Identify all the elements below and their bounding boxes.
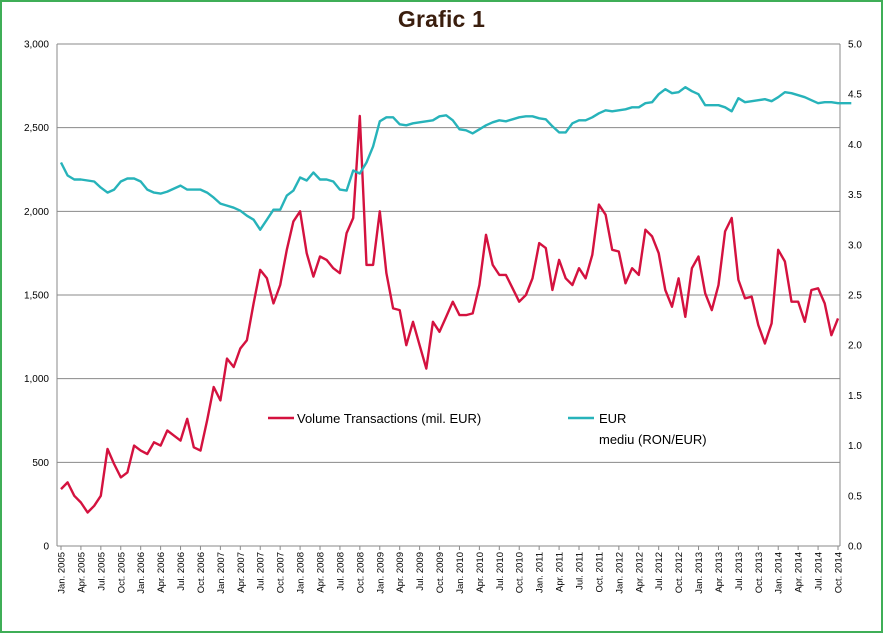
y-right-tick-label: 2.5 [848,291,862,302]
y-right-tick-label: 4.5 [848,90,862,101]
x-tick-label: Apr. 2014 [794,552,805,593]
y-right-tick-label: 3.0 [848,240,862,251]
y-left-tick-label: 3,000 [24,40,49,51]
gridlines [57,43,840,463]
y-right-tick-label: 1.5 [848,391,862,402]
y-left-tick-label: 2,500 [24,123,49,134]
x-tick-label: Jan. 2014 [774,552,785,594]
y-right-tick-label: 3.5 [848,190,862,201]
x-tick-label: Apr. 2010 [475,552,486,593]
right-y-axis-ticks: 0.0 0.5 1.0 1.5 2.0 2.5 3.0 3.5 4.0 4.5 5.0 [848,40,862,553]
series-line-eur [59,85,852,231]
y-right-tick-label: 2.0 [848,341,862,352]
x-tick-label: Jul. 2013 [734,552,745,591]
y-left-tick-label: 1,000 [24,374,49,385]
left-y-axis-ticks: 0 500 1,000 1,500 2,000 2,500 3,000 [24,40,49,553]
x-axis-ticks: Jan. 2005 Apr. 2005 Jul. 2005 Oct. 2005 Jan.… [57,546,845,594]
x-tick-label: Jan. 2008 [296,552,307,594]
y-left-tick-label: 1,500 [24,291,49,302]
x-tick-label: Jul. 2011 [575,552,586,590]
x-tick-label: Oct. 2010 [515,552,526,593]
x-tick-label: Jul. 2008 [335,552,346,591]
x-tick-label: Oct. 2005 [116,552,127,593]
y-left-tick-label: 2,000 [24,207,49,218]
y-right-tick-label: 4.0 [848,140,862,151]
x-tick-label: Jan. 2010 [455,552,466,594]
x-tick-label: Jul. 2007 [256,552,267,591]
x-tick-label: Jan. 2006 [136,552,147,594]
y-right-tick-label: 5.0 [848,40,862,51]
x-tick-label: Apr. 2009 [395,552,406,593]
x-tick-label: Jan. 2005 [57,552,68,594]
axes [56,44,841,547]
series-line-volume [60,114,840,514]
chart-title: Grafic 1 [397,6,486,32]
y-left-tick-label: 500 [32,458,49,469]
x-tick-label: Jan. 2009 [375,552,386,594]
x-tick-label: Apr. 2012 [634,552,645,593]
x-tick-label: Oct. 2011 [594,552,605,593]
y-right-tick-label: 0.5 [848,491,862,502]
series-lines [59,85,852,514]
x-tick-label: Oct. 2006 [196,552,207,593]
x-tick-label: Oct. 2009 [435,552,446,593]
x-tick-label: Oct. 2008 [355,552,366,593]
y-right-tick-label: 1.0 [848,441,862,452]
x-tick-label: Jul. 2006 [176,552,187,591]
legend-label-volume: Volume Transactions (mil. EUR) [297,411,481,426]
x-tick-label: Apr. 2011 [555,552,566,592]
x-tick-label: Jul. 2014 [814,552,825,591]
x-tick-label: Jul. 2005 [96,552,107,591]
x-tick-label: Oct. 2014 [834,552,845,593]
x-tick-label: Jul. 2009 [415,552,426,591]
x-tick-label: Apr. 2006 [156,552,167,593]
y-left-tick-label: 0 [43,542,49,553]
legend: Volume Transactions (mil. EUR) EUR mediu… [268,411,707,447]
x-tick-label: Jan. 2012 [614,552,625,594]
x-tick-label: Oct. 2012 [674,552,685,593]
y-right-tick-label: 0.0 [848,542,862,553]
x-tick-label: Apr. 2005 [76,552,87,593]
x-tick-label: Jul. 2012 [654,552,665,591]
x-tick-label: Oct. 2013 [754,552,765,593]
x-tick-label: Jan. 2007 [216,552,227,594]
legend-label-eur: EUR mediu (RON/EUR) [599,411,707,447]
x-tick-label: Jan. 2011 [535,552,546,593]
x-tick-label: Oct. 2007 [276,552,287,593]
x-tick-label: Apr. 2007 [236,552,247,593]
x-tick-label: Apr. 2013 [714,552,725,593]
x-tick-label: Jul. 2010 [495,552,506,591]
x-tick-label: Apr. 2008 [316,552,327,593]
x-tick-label: Jan. 2013 [694,552,705,594]
